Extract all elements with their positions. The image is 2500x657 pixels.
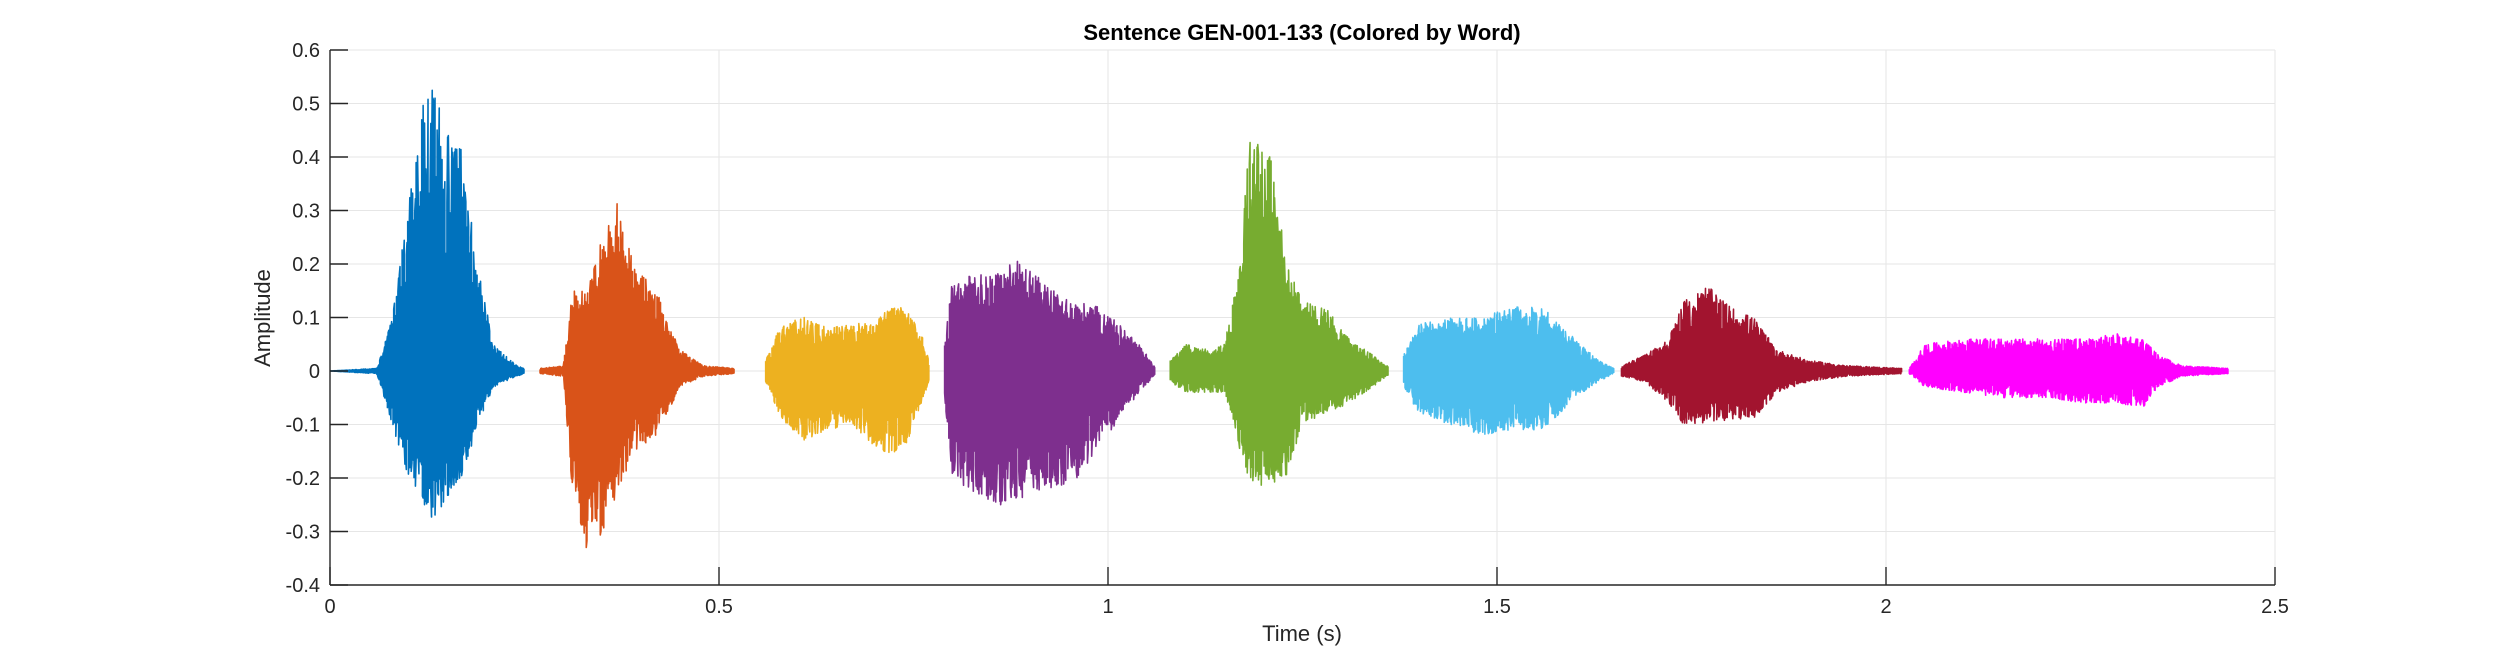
y-tick-label: 0 [309,361,320,383]
y-tick-label: -0.4 [286,575,320,597]
waveform-series-1 [329,89,525,518]
y-tick-label: 0.2 [292,254,320,276]
waveform-series-2 [539,203,735,549]
y-tick-label: 0.6 [292,40,320,62]
x-tick-label: 2.5 [2261,596,2289,618]
chart-title: Sentence GEN-001-133 (Colored by Word) [1083,20,1520,45]
waveform-series-8 [1908,333,2229,407]
y-tick-label: -0.1 [286,415,320,437]
waveform-series-5 [1169,141,1389,486]
x-tick-label: 2 [1880,596,1891,618]
x-tick-label: 0.5 [705,596,733,618]
y-tick-label: 0.1 [292,308,320,330]
waveform-series-6 [1402,306,1615,435]
y-tick-label: 0.4 [292,147,320,169]
y-tick-label: 0.5 [292,94,320,116]
x-tick-label: 1.5 [1483,596,1511,618]
x-tick-labels: 0 0.5 1 1.5 2 2.5 [324,596,2288,618]
waveform-series-3 [764,306,930,454]
x-tick-label: 0 [324,596,335,618]
x-axis-label: Time (s) [1262,621,1342,646]
x-tick-label: 1 [1102,596,1113,618]
y-tick-label: -0.2 [286,468,320,490]
series-layer [329,89,2229,549]
y-tick-label: 0.3 [292,201,320,223]
waveform-series-4 [943,260,1156,506]
y-axis-label: Amplitude [250,269,275,367]
y-tick-labels: -0.4 -0.3 -0.2 -0.1 0 0.1 0.2 0.3 0.4 0.5 0.6 [286,40,320,597]
axes [329,49,2276,586]
waveform-series-7 [1620,287,1903,425]
y-tick-label: -0.3 [286,522,320,544]
